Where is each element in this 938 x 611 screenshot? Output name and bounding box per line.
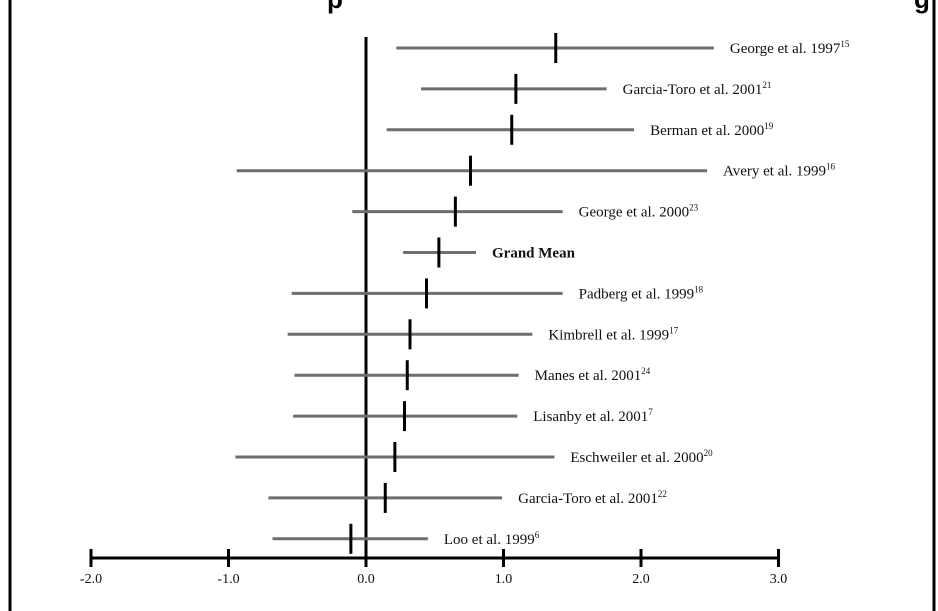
study-row: Padberg et al. 199918 — [291, 278, 704, 309]
reference-superscript: 20 — [704, 448, 714, 458]
study-row: Manes et al. 200124 — [294, 360, 651, 391]
study-label: Lisanby et al. 20017 — [533, 407, 653, 425]
study-label: George et al. 199715 — [730, 39, 850, 57]
study-row: Berman et al. 200019 — [386, 114, 774, 145]
reference-superscript: 16 — [826, 162, 836, 172]
study-label: Eschweiler et al. 200020 — [570, 448, 713, 466]
reference-superscript: 21 — [762, 80, 771, 90]
study-row: Garcia-Toro et al. 200121 — [421, 73, 772, 104]
title-fragment-left: p — [327, 0, 343, 14]
study-row: George et al. 200023 — [352, 196, 699, 227]
x-tick-label: -2.0 — [80, 572, 102, 587]
x-tick-label: 3.0 — [770, 572, 788, 587]
study-rows: George et al. 199715 Garcia-Toro et al. 2… — [235, 33, 850, 558]
study-label: George et al. 200023 — [579, 203, 699, 221]
study-row: Avery et al. 199916 — [236, 155, 836, 186]
study-row: Loo et al. 19996 — [272, 523, 540, 554]
x-tick-label: 1.0 — [495, 572, 513, 587]
study-row: George et al. 199715 — [396, 33, 850, 63]
x-tick-label: 2.0 — [632, 572, 650, 587]
study-label: Manes et al. 200124 — [535, 366, 651, 384]
study-label: Avery et al. 199916 — [723, 162, 836, 180]
reference-superscript: 22 — [658, 489, 667, 499]
study-label: Garcia-Toro et al. 200121 — [623, 80, 772, 98]
reference-superscript: 15 — [840, 39, 850, 49]
x-axis: -2.0 -1.0 0.0 1.0 2.0 3.0 — [80, 549, 787, 587]
study-label: Garcia-Toro et al. 200122 — [518, 489, 667, 507]
study-row: Lisanby et al. 20017 — [293, 401, 653, 432]
title-fragment-right: g — [914, 0, 930, 14]
study-label: Kimbrell et al. 199917 — [548, 325, 678, 343]
study-row: Garcia-Toro et al. 200122 — [268, 482, 667, 513]
study-row: Eschweiler et al. 200020 — [235, 442, 713, 472]
study-label: Padberg et al. 199918 — [579, 284, 704, 302]
study-row: Grand Mean — [403, 237, 576, 268]
study-row: Kimbrell et al. 199917 — [287, 319, 679, 350]
reference-superscript: 18 — [694, 284, 704, 294]
reference-superscript: 23 — [689, 203, 699, 213]
study-label: Grand Mean — [492, 246, 576, 262]
reference-superscript: 7 — [648, 407, 653, 417]
reference-superscript: 6 — [535, 530, 540, 540]
reference-superscript: 17 — [669, 325, 679, 335]
reference-superscript: 24 — [641, 366, 651, 376]
x-tick-label: -1.0 — [217, 572, 239, 587]
study-label: Berman et al. 200019 — [650, 121, 774, 139]
study-label: Loo et al. 19996 — [444, 530, 540, 548]
figure-frame — [8, 0, 936, 611]
x-tick-label: 0.0 — [357, 572, 375, 587]
reference-superscript: 19 — [764, 121, 774, 131]
